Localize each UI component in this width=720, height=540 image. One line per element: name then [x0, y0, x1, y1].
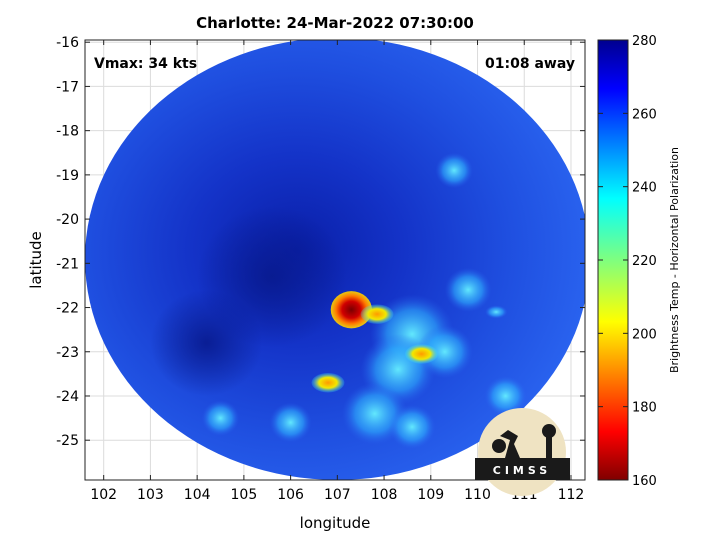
- cimss-logo-tank-icon: [542, 424, 556, 438]
- cimss-logo: CIMSS: [475, 408, 570, 496]
- swath-feature-2: [360, 304, 394, 324]
- swath-texture: [150, 289, 263, 396]
- colorbar-tick-label: 200: [632, 327, 657, 342]
- y-tick-label: -21: [56, 256, 79, 272]
- x-tick-label: 110: [464, 487, 491, 503]
- cimss-logo-dish-icon: [500, 430, 520, 458]
- x-tick-label: 108: [371, 487, 398, 503]
- colorbar-tick-label: 180: [632, 401, 657, 416]
- swath-texture: [435, 152, 473, 189]
- chart-title: Charlotte: 24-Mar-2022 07:30:00: [196, 14, 474, 32]
- y-axis-label: latitude: [27, 231, 45, 289]
- brightness-temperature-swath: [85, 40, 585, 480]
- y-tick-label: -25: [56, 433, 79, 449]
- swath-features: [150, 152, 527, 450]
- swath-feature-5: [485, 305, 508, 319]
- x-tick-label: 102: [90, 487, 117, 503]
- y-tick-label: -16: [56, 35, 79, 51]
- colorbar-label: Brightness Temp - Horizontal Polarizatio…: [668, 147, 681, 373]
- vmax-label: Vmax: 34 kts: [94, 56, 197, 72]
- away-label: 01:08 away: [485, 56, 575, 72]
- cimss-logo-disk: [478, 408, 566, 496]
- colorbar-ticks: 160 180 200 220 240 260 280: [598, 34, 657, 489]
- cimss-logo-band: [475, 458, 570, 480]
- swath-texture: [388, 404, 436, 450]
- swath-texture: [416, 325, 473, 379]
- cimss-logo-tower-icon: [546, 432, 552, 458]
- y-tick-label: -19: [56, 168, 79, 184]
- y-tick-label: -24: [56, 389, 79, 405]
- colorbar-tick-label: 260: [632, 107, 657, 122]
- y-tick-label: -17: [56, 79, 79, 95]
- y-tick-label: -22: [56, 301, 79, 317]
- colorbar-tick-label: 160: [632, 474, 657, 489]
- swath-texture: [269, 402, 312, 443]
- axes-frame: [84, 39, 586, 481]
- x-tick-label: 105: [231, 487, 258, 503]
- swath-feature-4: [311, 372, 345, 393]
- cimss-logo-text: CIMSS: [493, 464, 551, 477]
- x-tick-label: 109: [417, 487, 444, 503]
- y-tick-label: -23: [56, 345, 79, 361]
- y-tick-label: -18: [56, 124, 79, 140]
- swath-feature-1: [330, 291, 372, 329]
- swath-texture: [484, 376, 527, 416]
- x-axis-ticks: 102103104105106107108109110111112: [90, 40, 584, 503]
- colorbar-tick-label: 240: [632, 181, 657, 196]
- swath-texture: [444, 267, 492, 312]
- x-tick-label: 103: [137, 487, 164, 503]
- cimss-logo-dome-icon: [492, 439, 506, 453]
- x-tick-label: 107: [324, 487, 351, 503]
- y-axis-ticks: -16 -17 -18 -19 -20 -21 -22 -23 -24 -25: [56, 35, 585, 449]
- x-tick-label: 106: [277, 487, 304, 503]
- y-tick-label: -20: [56, 212, 79, 228]
- colorbar-tick-label: 220: [632, 254, 657, 269]
- x-axis-label: longitude: [300, 514, 371, 532]
- colorbar-tick-label: 280: [632, 34, 657, 49]
- swath-feature-3: [405, 344, 438, 364]
- x-tick-label: 104: [184, 487, 211, 503]
- x-tick-label: 112: [558, 487, 585, 503]
- swath-texture: [201, 400, 240, 436]
